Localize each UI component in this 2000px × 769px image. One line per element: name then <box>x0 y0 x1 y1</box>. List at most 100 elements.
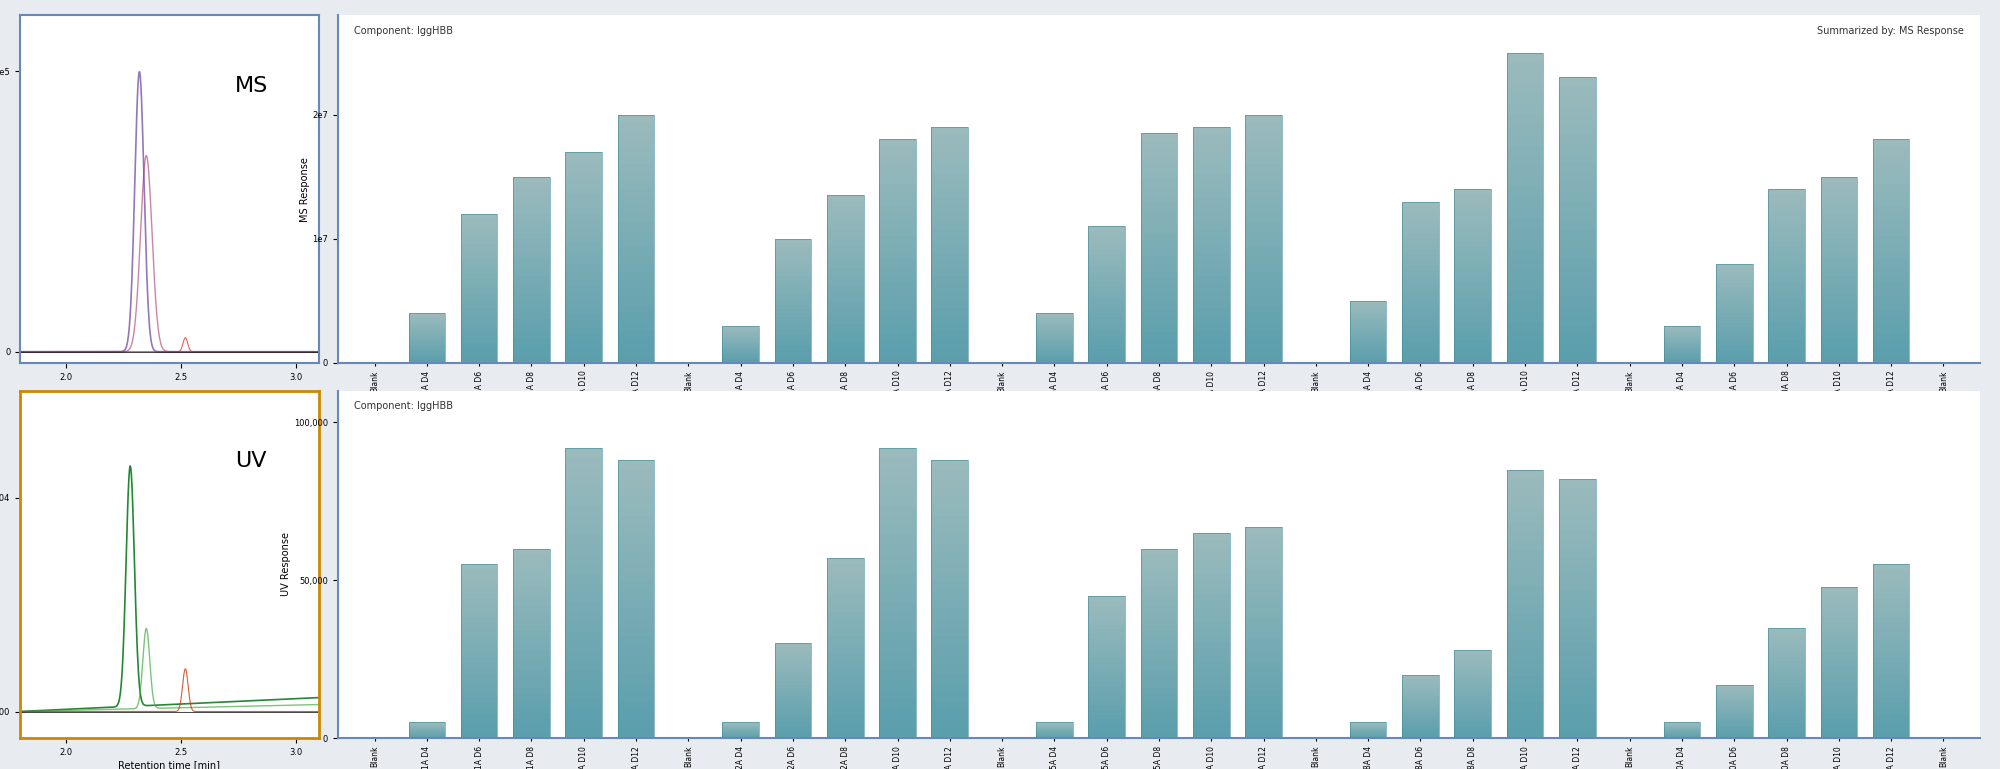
Bar <box>1140 694 1178 701</box>
Bar <box>1560 669 1596 677</box>
Bar <box>880 191 916 199</box>
Bar <box>1246 632 1282 640</box>
Bar <box>1872 727 1910 732</box>
Bar <box>1716 686 1752 688</box>
Bar <box>774 669 812 672</box>
Bar <box>1140 332 1178 340</box>
Bar <box>1402 331 1438 336</box>
Bar <box>1716 274 1752 277</box>
Bar <box>1088 644 1124 648</box>
Bar <box>1402 721 1438 724</box>
Bar <box>1036 360 1072 361</box>
Bar <box>826 708 864 714</box>
Bar <box>880 661 916 671</box>
Bar <box>1768 340 1804 345</box>
Bar <box>880 258 916 266</box>
Bar <box>408 338 446 340</box>
Bar <box>618 608 654 618</box>
Bar <box>1820 602 1858 607</box>
Bar <box>1820 326 1858 332</box>
Bar <box>1872 571 1910 576</box>
Bar <box>1560 191 1596 201</box>
Bar <box>460 328 498 333</box>
Bar <box>1768 687 1804 691</box>
Bar <box>1664 332 1700 333</box>
Bar <box>826 262 864 268</box>
Bar <box>460 727 498 732</box>
Bar <box>1088 245 1124 249</box>
Bar <box>618 562 654 571</box>
Bar <box>1820 220 1858 226</box>
Bar <box>1872 732 1910 738</box>
Bar <box>1560 144 1596 154</box>
Bar <box>1506 239 1544 249</box>
Bar <box>1716 690 1752 691</box>
Bar <box>1088 249 1124 254</box>
Bar <box>1820 319 1858 326</box>
Bar <box>1820 226 1858 232</box>
Bar <box>1716 327 1752 330</box>
Bar <box>566 486 602 496</box>
Bar <box>1140 662 1178 669</box>
Bar <box>566 180 602 187</box>
Bar <box>514 681 550 687</box>
Bar <box>408 361 446 363</box>
Bar <box>514 270 550 276</box>
Bar <box>566 307 602 314</box>
Bar <box>1560 618 1596 626</box>
Bar <box>408 315 446 317</box>
Bar <box>408 325 446 327</box>
Bar <box>932 460 968 738</box>
Bar <box>1716 294 1752 297</box>
Bar <box>1454 671 1492 674</box>
Bar <box>722 353 758 355</box>
Bar <box>566 285 602 292</box>
Bar <box>1872 709 1910 715</box>
Bar <box>1246 231 1282 239</box>
Bar <box>460 343 498 348</box>
Bar <box>566 229 602 236</box>
Bar <box>618 729 654 738</box>
Bar <box>1192 533 1230 540</box>
Bar <box>774 710 812 713</box>
Bar <box>1768 701 1804 705</box>
Bar <box>1192 691 1230 697</box>
Bar <box>1192 697 1230 704</box>
Bar <box>1560 315 1596 325</box>
Bar <box>1350 355 1386 357</box>
Bar <box>1454 305 1492 311</box>
Bar <box>826 606 864 612</box>
Bar <box>1716 353 1752 356</box>
Bar <box>774 644 812 738</box>
Bar <box>932 711 968 720</box>
Bar <box>1768 642 1804 646</box>
Bar <box>1036 313 1072 315</box>
Bar <box>1506 551 1544 559</box>
Bar <box>1402 675 1438 738</box>
Bar <box>1402 701 1438 702</box>
Bar <box>1192 151 1230 158</box>
Bar <box>932 664 968 674</box>
Bar <box>1506 52 1544 63</box>
Bar <box>514 713 550 719</box>
Bar <box>1820 587 1858 591</box>
Bar <box>1036 327 1072 328</box>
Bar <box>460 303 498 308</box>
Bar <box>1402 250 1438 255</box>
Bar <box>1402 730 1438 732</box>
Bar <box>514 675 550 681</box>
Bar <box>408 313 446 315</box>
Bar <box>1192 355 1230 363</box>
Bar <box>1506 94 1544 105</box>
Bar <box>1560 287 1596 296</box>
Bar <box>1506 125 1544 135</box>
Bar <box>1454 658 1492 661</box>
Bar <box>932 683 968 692</box>
Bar <box>774 276 812 280</box>
Bar <box>774 719 812 722</box>
Bar <box>1088 696 1124 701</box>
Bar <box>826 672 864 678</box>
Bar <box>566 349 602 356</box>
Bar <box>1872 355 1910 363</box>
Bar <box>1768 712 1804 716</box>
